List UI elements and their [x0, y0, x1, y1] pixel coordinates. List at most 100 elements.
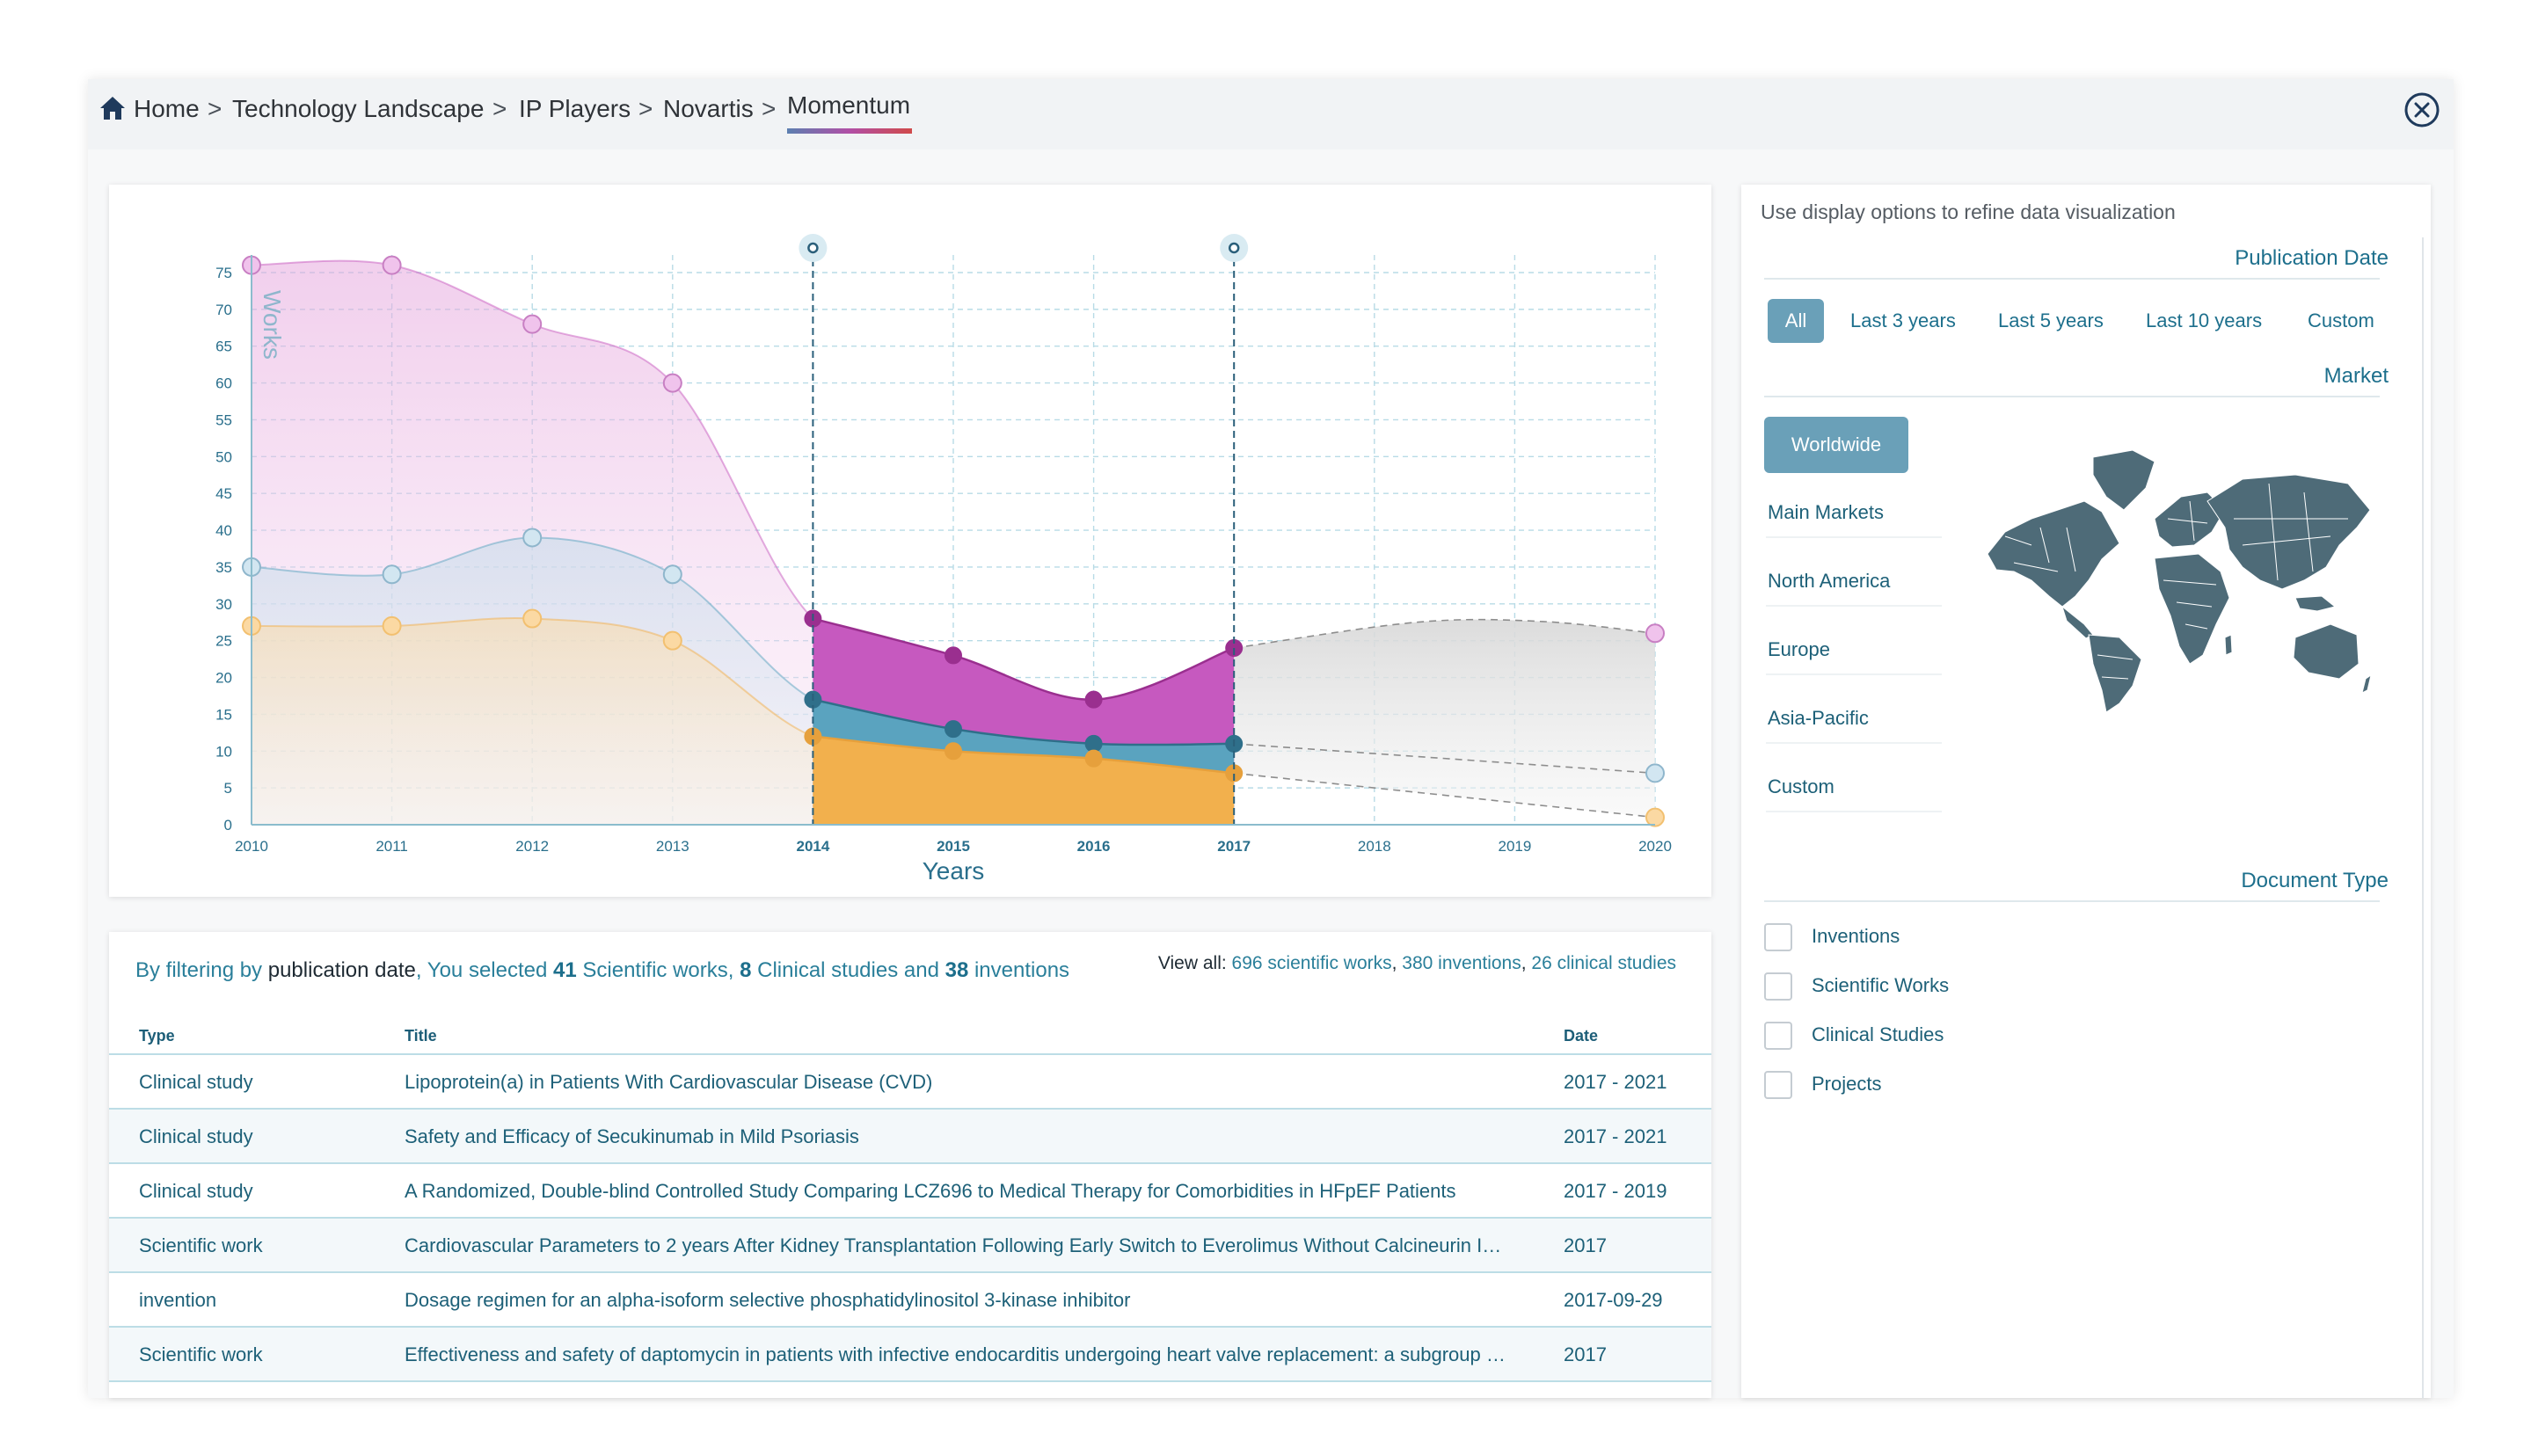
breadcrumb-ip-players[interactable]: IP Players	[519, 95, 631, 123]
view-all-inventions-link[interactable]: 380 inventions	[1402, 953, 1521, 973]
data-point	[664, 375, 682, 392]
data-point	[945, 743, 961, 759]
breadcrumb-technology-landscape[interactable]: Technology Landscape	[232, 95, 484, 123]
cell-type: invention	[139, 1289, 216, 1312]
breadcrumb-separator: >	[762, 95, 776, 123]
y-tick-label: 25	[215, 633, 232, 650]
table-row[interactable]: invention Dosage regimen for an alpha-is…	[109, 1271, 1711, 1328]
y-tick-label: 40	[215, 522, 232, 539]
y-tick-label: 45	[215, 485, 232, 502]
momentum-chart[interactable]: 0510152025303540455055606570752010201120…	[109, 185, 1711, 897]
projection-point	[1646, 624, 1664, 642]
breadcrumb-home[interactable]: Home	[134, 95, 200, 123]
selection-summary: By filtering by publication date, You se…	[135, 958, 1069, 983]
data-point	[664, 632, 682, 650]
market-main-markets[interactable]: Main Markets	[1768, 501, 1884, 524]
x-tick-label: 2017	[1217, 838, 1251, 855]
table-row[interactable]: Scientific work Cardiovascular Parameter…	[109, 1217, 1711, 1273]
options-hint: Use display options to refine data visua…	[1761, 200, 2176, 224]
breadcrumb: Home > Technology Landscape > IP Players…	[88, 79, 2454, 149]
cell-date: 2017-09-29	[1564, 1289, 1663, 1312]
panel-scrollbar-track[interactable]	[2422, 237, 2424, 1398]
cell-title: A Randomized, Double-blind Controlled St…	[405, 1180, 1539, 1203]
market-north-america[interactable]: North America	[1768, 570, 1890, 593]
y-tick-label: 20	[215, 670, 232, 687]
breadcrumb-separator: >	[638, 95, 653, 123]
y-tick-label: 55	[215, 411, 232, 428]
y-tick-label: 65	[215, 339, 232, 355]
table-row[interactable]: Clinical study Lipoprotein(a) in Patient…	[109, 1053, 1711, 1110]
table-row[interactable]	[109, 1380, 1711, 1398]
range-handle-knob	[808, 244, 817, 252]
cell-type: Clinical study	[139, 1180, 253, 1203]
cell-type: Clinical study	[139, 1125, 253, 1148]
pubdate-last-5-years-button[interactable]: Last 5 years	[1998, 309, 2104, 332]
doctype-inventions-option[interactable]: Inventions	[1764, 923, 1900, 951]
x-tick-label: 2012	[515, 838, 549, 855]
doctype-clinical-studies-option[interactable]: Clinical Studies	[1764, 1022, 1944, 1050]
divider	[1766, 742, 1942, 744]
data-point	[383, 257, 401, 274]
x-tick-label: 2016	[1077, 838, 1111, 855]
column-header-title[interactable]: Title	[405, 1027, 437, 1045]
x-tick-label: 2018	[1358, 838, 1391, 855]
data-point	[383, 565, 401, 583]
y-tick-label: 5	[224, 780, 232, 797]
data-point	[945, 647, 961, 663]
breadcrumb-momentum: Momentum	[787, 91, 910, 120]
view-all-scientific-link[interactable]: 696 scientific works	[1232, 953, 1392, 973]
divider	[1764, 900, 2380, 902]
x-tick-label: 2013	[656, 838, 689, 855]
data-point	[523, 610, 541, 628]
home-icon[interactable]	[98, 95, 127, 121]
pubdate-all-button[interactable]: All	[1768, 299, 1824, 343]
divider	[1764, 396, 2380, 397]
y-tick-label: 60	[215, 375, 232, 392]
cell-title: Dosage regimen for an alpha-isoform sele…	[405, 1289, 1539, 1312]
data-point	[523, 528, 541, 546]
world-map-icon[interactable]	[1979, 448, 2374, 712]
cell-title: Safety and Efficacy of Secukinumab in Mi…	[405, 1125, 1539, 1148]
cell-date: 2017	[1564, 1343, 1607, 1366]
momentum-chart-card: 0510152025303540455055606570752010201120…	[109, 185, 1711, 897]
doctype-scientific-works-option[interactable]: Scientific Works	[1764, 972, 1949, 1001]
view-all-clinical-link[interactable]: 26 clinical studies	[1531, 953, 1676, 973]
checkbox[interactable]	[1764, 1071, 1792, 1099]
cell-title: Cardiovascular Parameters to 2 years Aft…	[405, 1234, 1539, 1257]
market-europe[interactable]: Europe	[1768, 638, 1830, 661]
breadcrumb-novartis[interactable]: Novartis	[663, 95, 754, 123]
close-icon[interactable]	[2403, 91, 2440, 128]
data-point	[1086, 751, 1102, 767]
x-axis-title: Years	[923, 857, 985, 885]
market-custom[interactable]: Custom	[1768, 775, 1834, 798]
document-type-title: Document Type	[2241, 869, 2389, 893]
divider	[1766, 673, 1942, 675]
pubdate-custom-button[interactable]: Custom	[2308, 309, 2374, 332]
table-row[interactable]: Scientific work Effectiveness and safety…	[109, 1326, 1711, 1382]
cell-type: Scientific work	[139, 1343, 263, 1366]
x-tick-label: 2020	[1638, 838, 1672, 855]
data-point	[383, 617, 401, 635]
table-row[interactable]: Clinical study Safety and Efficacy of Se…	[109, 1108, 1711, 1164]
cell-date: 2017 - 2021	[1564, 1125, 1667, 1148]
market-asia-pacific[interactable]: Asia-Pacific	[1768, 707, 1869, 730]
checkbox[interactable]	[1764, 923, 1792, 951]
column-header-type[interactable]: Type	[139, 1027, 175, 1045]
doctype-projects-option[interactable]: Projects	[1764, 1071, 1881, 1099]
checkbox[interactable]	[1764, 1022, 1792, 1050]
table-row[interactable]: Clinical study A Randomized, Double-blin…	[109, 1162, 1711, 1219]
pubdate-last-3-years-button[interactable]: Last 3 years	[1850, 309, 1956, 332]
column-header-date[interactable]: Date	[1564, 1027, 1598, 1045]
divider	[1764, 278, 2380, 280]
data-point	[1086, 736, 1102, 752]
market-worldwide-button[interactable]: Worldwide	[1764, 417, 1908, 473]
data-point	[523, 316, 541, 333]
y-tick-label: 35	[215, 559, 232, 576]
x-tick-label: 2019	[1498, 838, 1531, 855]
y-tick-label: 75	[215, 265, 232, 281]
divider	[1766, 536, 1942, 538]
active-crumb-underline	[787, 128, 912, 134]
checkbox[interactable]	[1764, 972, 1792, 1001]
results-card: By filtering by publication date, You se…	[109, 932, 1711, 1398]
pubdate-last-10-years-button[interactable]: Last 10 years	[2146, 309, 2262, 332]
